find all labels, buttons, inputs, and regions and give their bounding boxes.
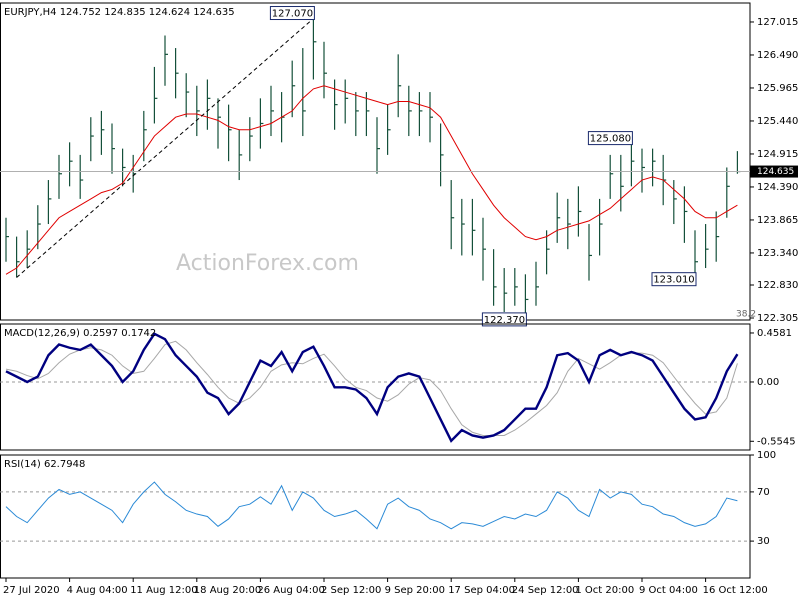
- x-tick-label: 27 Jul 2020: [3, 585, 60, 596]
- rsi-line: [5, 481, 738, 530]
- annotation-label: 122.370: [484, 315, 525, 326]
- y-tick-label: 125.440: [757, 116, 798, 127]
- note: 38.2: [736, 310, 756, 320]
- y-tick-label: 123.340: [757, 248, 798, 259]
- x-tick-label: 17 Sep 04:00: [448, 585, 515, 596]
- y-tick-label: 30: [757, 536, 770, 547]
- y-tick-label: 124.390: [757, 182, 798, 193]
- y-tick-label: 100: [757, 450, 776, 461]
- y-tick-label: 122.830: [757, 280, 798, 291]
- macd-line: [5, 332, 739, 443]
- panel-frame: [0, 323, 751, 451]
- y-tick-label: 126.490: [757, 50, 798, 61]
- x-tick-label: 1 Oct 20:00: [575, 585, 634, 596]
- last-price-box: [750, 165, 798, 178]
- signal-line: [5, 340, 738, 436]
- x-tick-label: 4 Aug 04:00: [67, 585, 128, 596]
- y-tick-label: 0.00: [757, 377, 779, 388]
- trend-line: [16, 18, 314, 278]
- x-tick-label: 11 Aug 12:00: [130, 585, 197, 596]
- annotation-box: [481, 312, 527, 327]
- x-tick-label: 16 Oct 12:00: [703, 585, 768, 596]
- x-tick-label: 18 Aug 20:00: [194, 585, 261, 596]
- y-tick-label: 124.915: [757, 149, 798, 160]
- annotation-box: [651, 272, 697, 287]
- annotation-box: [587, 131, 633, 146]
- annotation-label: 127.070: [272, 9, 313, 20]
- watermark: ActionForex.com: [176, 251, 359, 276]
- x-tick-label: 9 Oct 04:00: [639, 585, 698, 596]
- y-tick-label: 122.305: [757, 313, 798, 324]
- panel-frame: [0, 2, 751, 321]
- y-tick-label: 0.4581: [757, 328, 792, 339]
- annotation-box: [269, 6, 315, 21]
- panel-title: EURJPY,H4 124.752 124.835 124.624 124.63…: [4, 7, 235, 18]
- panel-title: RSI(14) 62.7948: [4, 459, 85, 470]
- x-tick-label: 2 Sep 12:00: [321, 585, 381, 596]
- y-tick-label: 127.015: [757, 17, 798, 28]
- panel-frame: [0, 454, 751, 579]
- x-tick-label: 9 Sep 20:00: [385, 585, 445, 596]
- y-tick-label: 123.865: [757, 215, 798, 226]
- annotation-label: 125.080: [590, 134, 631, 145]
- moving-average: [5, 85, 738, 275]
- last-price-label: 124.635: [757, 167, 794, 177]
- y-tick-label: 125.965: [757, 83, 798, 94]
- y-tick-label: 70: [757, 487, 770, 498]
- annotation-label: 123.010: [653, 275, 694, 286]
- x-tick-label: 24 Sep 12:00: [512, 585, 579, 596]
- x-tick-label: 26 Aug 04:00: [257, 585, 324, 596]
- panel-title: MACD(12,26,9) 0.2597 0.1742: [4, 328, 156, 339]
- y-tick-label: -0.5545: [757, 436, 796, 447]
